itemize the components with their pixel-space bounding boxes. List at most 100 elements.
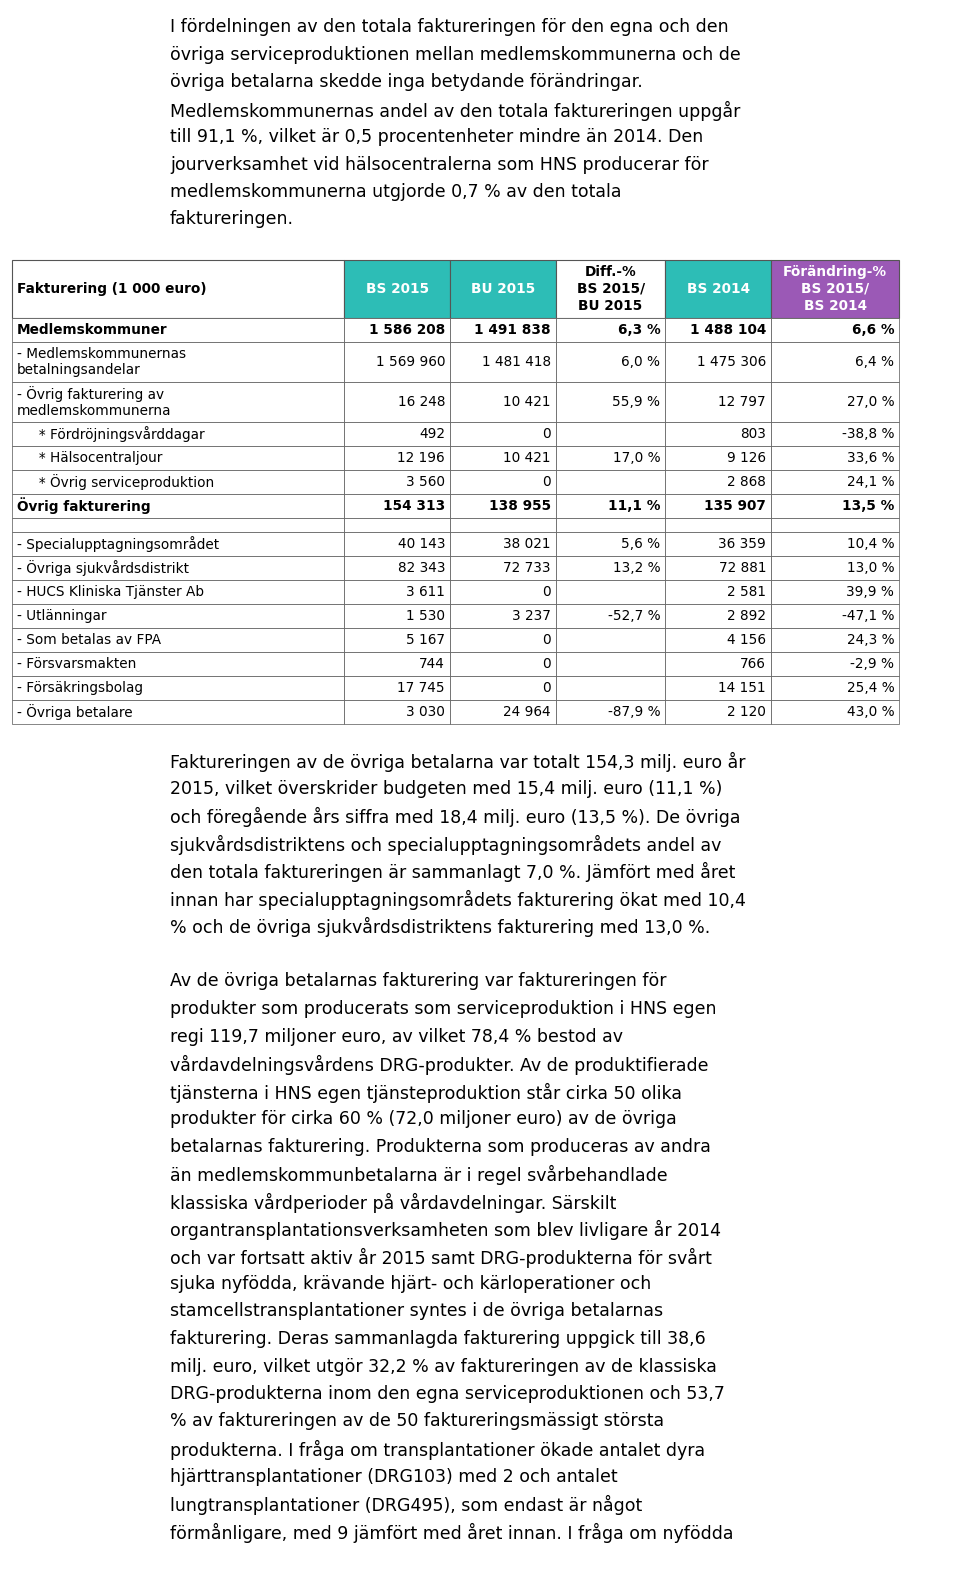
Text: 24,1 %: 24,1 %	[847, 475, 895, 489]
Text: 2 892: 2 892	[727, 609, 766, 623]
Bar	[771, 580, 900, 604]
Text: 2 120: 2 120	[728, 705, 766, 719]
Bar	[345, 341, 450, 382]
Text: -38,8 %: -38,8 %	[842, 426, 895, 440]
Bar	[556, 470, 665, 494]
Bar	[345, 260, 450, 318]
Bar	[450, 422, 556, 447]
Text: 5,6 %: 5,6 %	[621, 536, 660, 551]
Bar	[556, 382, 665, 422]
Text: produkter som producerats som serviceproduktion i HNS egen: produkter som producerats som servicepro…	[170, 1000, 716, 1018]
Text: fakturering. Deras sammanlagda fakturering uppgick till 38,6: fakturering. Deras sammanlagda faktureri…	[170, 1331, 706, 1348]
Bar	[450, 532, 556, 555]
Bar	[771, 382, 900, 422]
Bar	[556, 555, 665, 580]
Text: 6,6 %: 6,6 %	[852, 322, 895, 337]
Text: 0: 0	[542, 475, 551, 489]
Text: - Övrig fakturering av
medlemskommunerna: - Övrig fakturering av medlemskommunerna	[17, 385, 172, 418]
Text: jourverksamhet vid hälsocentralerna som HNS producerar för: jourverksamhet vid hälsocentralerna som …	[170, 156, 708, 173]
Text: 1 475 306: 1 475 306	[697, 355, 766, 370]
Bar	[345, 318, 450, 341]
Bar	[12, 518, 345, 532]
Bar	[450, 470, 556, 494]
Text: - HUCS Kliniska Tjänster Ab: - HUCS Kliniska Tjänster Ab	[17, 585, 204, 599]
Text: övriga serviceproduktionen mellan medlemskommunerna och de: övriga serviceproduktionen mellan medlem…	[170, 46, 741, 63]
Text: - Medlemskommunernas
betalningsandelar: - Medlemskommunernas betalningsandelar	[17, 346, 186, 378]
Text: klassiska vårdperioder på vårdavdelningar. Särskilt: klassiska vårdperioder på vårdavdelninga…	[170, 1192, 616, 1213]
Bar	[450, 676, 556, 700]
Text: 17,0 %: 17,0 %	[612, 451, 660, 466]
Text: 0: 0	[542, 658, 551, 672]
Bar	[556, 518, 665, 532]
Text: 10 421: 10 421	[503, 395, 551, 409]
Bar	[665, 651, 771, 676]
Bar	[556, 628, 665, 651]
Text: -52,7 %: -52,7 %	[608, 609, 660, 623]
Bar	[771, 422, 900, 447]
Bar	[665, 555, 771, 580]
Text: I fördelningen av den totala faktureringen för den egna och den: I fördelningen av den totala fakturering…	[170, 17, 729, 36]
Bar	[665, 518, 771, 532]
Text: 17 745: 17 745	[397, 681, 445, 695]
Text: och var fortsatt aktiv år 2015 samt DRG-produkterna för svårt: och var fortsatt aktiv år 2015 samt DRG-…	[170, 1247, 712, 1268]
Text: än medlemskommunbetalarna är i regel svårbehandlade: än medlemskommunbetalarna är i regel svå…	[170, 1166, 667, 1184]
Bar	[345, 447, 450, 470]
Text: Förändring-%
BS 2015/
BS 2014: Förändring-% BS 2015/ BS 2014	[783, 266, 887, 313]
Bar	[665, 700, 771, 724]
Bar	[665, 628, 771, 651]
Bar	[12, 470, 345, 494]
Text: * Hälsocentraljour: * Hälsocentraljour	[17, 451, 162, 466]
Text: 1 569 960: 1 569 960	[375, 355, 445, 370]
Bar	[556, 604, 665, 628]
Bar	[345, 470, 450, 494]
Bar	[556, 494, 665, 518]
Bar	[450, 628, 556, 651]
Text: organtransplantationsverksamheten som blev livligare år 2014: organtransplantationsverksamheten som bl…	[170, 1221, 721, 1240]
Text: - Som betalas av FPA: - Som betalas av FPA	[17, 632, 161, 647]
Bar	[12, 494, 345, 518]
Text: 13,5 %: 13,5 %	[842, 499, 895, 513]
Bar	[12, 700, 345, 724]
Text: 11,1 %: 11,1 %	[608, 499, 660, 513]
Bar	[665, 494, 771, 518]
Bar	[12, 341, 345, 382]
Text: 55,9 %: 55,9 %	[612, 395, 660, 409]
Bar	[345, 422, 450, 447]
Text: 13,0 %: 13,0 %	[847, 562, 895, 576]
Text: milj. euro, vilket utgör 32,2 % av faktureringen av de klassiska: milj. euro, vilket utgör 32,2 % av faktu…	[170, 1357, 717, 1375]
Text: 38 021: 38 021	[503, 536, 551, 551]
Bar	[665, 318, 771, 341]
Text: % av faktureringen av de 50 faktureringsmässigt största: % av faktureringen av de 50 fakturerings…	[170, 1413, 664, 1430]
Text: 1 488 104: 1 488 104	[689, 322, 766, 337]
Text: 6,0 %: 6,0 %	[621, 355, 660, 370]
Bar	[450, 518, 556, 532]
Text: lungtransplantationer (DRG495), som endast är något: lungtransplantationer (DRG495), som enda…	[170, 1494, 642, 1515]
Bar	[556, 651, 665, 676]
Text: Medlemskommunernas andel av den totala faktureringen uppgår: Medlemskommunernas andel av den totala f…	[170, 101, 740, 121]
Text: 2015, vilket överskrider budgeten med 15,4 milj. euro (11,1 %): 2015, vilket överskrider budgeten med 15…	[170, 780, 722, 798]
Bar	[450, 604, 556, 628]
Text: övriga betalarna skedde inga betydande förändringar.: övriga betalarna skedde inga betydande f…	[170, 72, 643, 91]
Text: 6,4 %: 6,4 %	[855, 355, 895, 370]
Text: 154 313: 154 313	[383, 499, 445, 513]
Text: Övrig fakturering: Övrig fakturering	[17, 497, 151, 514]
Bar	[665, 260, 771, 318]
Bar	[12, 580, 345, 604]
Text: 0: 0	[542, 681, 551, 695]
Bar	[12, 318, 345, 341]
Bar	[556, 341, 665, 382]
Text: 5 167: 5 167	[406, 632, 445, 647]
Text: 39,9 %: 39,9 %	[847, 585, 895, 599]
Text: 1 491 838: 1 491 838	[474, 322, 551, 337]
Bar	[771, 341, 900, 382]
Text: 33,6 %: 33,6 %	[847, 451, 895, 466]
Text: 2 868: 2 868	[728, 475, 766, 489]
Bar	[450, 700, 556, 724]
Bar	[665, 447, 771, 470]
Text: DRG-produkterna inom den egna serviceproduktionen och 53,7: DRG-produkterna inom den egna servicepro…	[170, 1384, 725, 1403]
Text: 3 237: 3 237	[512, 609, 551, 623]
Text: Faktureringen av de övriga betalarna var totalt 154,3 milj. euro år: Faktureringen av de övriga betalarna var…	[170, 752, 746, 772]
Bar	[771, 555, 900, 580]
Bar	[450, 651, 556, 676]
Text: och föregående års siffra med 18,4 milj. euro (13,5 %). De övriga: och föregående års siffra med 18,4 milj.…	[170, 807, 740, 827]
